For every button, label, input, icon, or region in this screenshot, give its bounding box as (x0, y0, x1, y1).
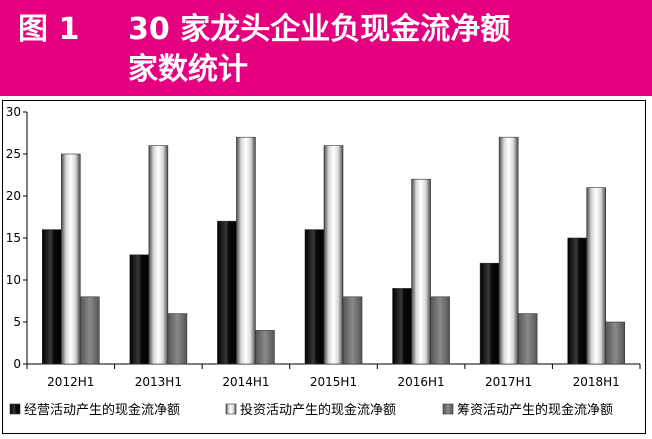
legend-swatch (225, 403, 237, 415)
bar (342, 296, 363, 365)
legend-swatch (9, 403, 21, 415)
bar (567, 237, 588, 365)
bar (411, 178, 431, 365)
bar (217, 220, 237, 365)
y-tick-label: 10 (6, 273, 21, 287)
bar (167, 313, 188, 365)
bar (605, 321, 626, 365)
legend-label: 筹资活动产生的现金流净额 (457, 402, 613, 418)
figure-label: 图 1 (18, 12, 80, 47)
bar (392, 288, 412, 365)
bar (236, 136, 256, 365)
x-tick-label: 2015H1 (310, 375, 357, 389)
y-tick-label: 25 (6, 147, 21, 161)
x-tick-label: 2016H1 (397, 375, 444, 389)
x-tick-label: 2018H1 (573, 375, 620, 389)
y-tick-label: 20 (6, 189, 21, 203)
x-tick-label: 2017H1 (485, 375, 532, 389)
bar (304, 229, 325, 365)
y-tick-label: 0 (13, 357, 21, 371)
bar (498, 136, 519, 365)
y-tick-label: 15 (6, 231, 21, 245)
bar (41, 229, 62, 365)
bar (60, 153, 81, 365)
bar (255, 330, 275, 365)
bar (323, 145, 344, 365)
legend-label: 投资活动产生的现金流净额 (240, 402, 396, 418)
bar (479, 262, 500, 365)
legend-label: 经营活动产生的现金流净额 (24, 402, 180, 418)
x-tick-label: 2013H1 (135, 375, 182, 389)
title-banner: 图 1 30 家龙头企业负现金流净额 家数统计 (0, 0, 652, 96)
x-tick-label: 2012H1 (47, 375, 94, 389)
y-tick-label: 30 (6, 105, 21, 119)
bar (586, 187, 607, 365)
x-tick-label: 2014H1 (222, 375, 269, 389)
legend-swatch (442, 403, 454, 415)
bar (129, 254, 150, 365)
chart-title-line-1: 30 家龙头企业负现金流净额 (128, 12, 511, 47)
bar (79, 296, 100, 365)
chart-title-line-2: 家数统计 (128, 52, 248, 87)
bar (430, 296, 450, 365)
bar (517, 313, 538, 365)
y-tick-label: 5 (13, 315, 21, 329)
bar (148, 145, 169, 365)
